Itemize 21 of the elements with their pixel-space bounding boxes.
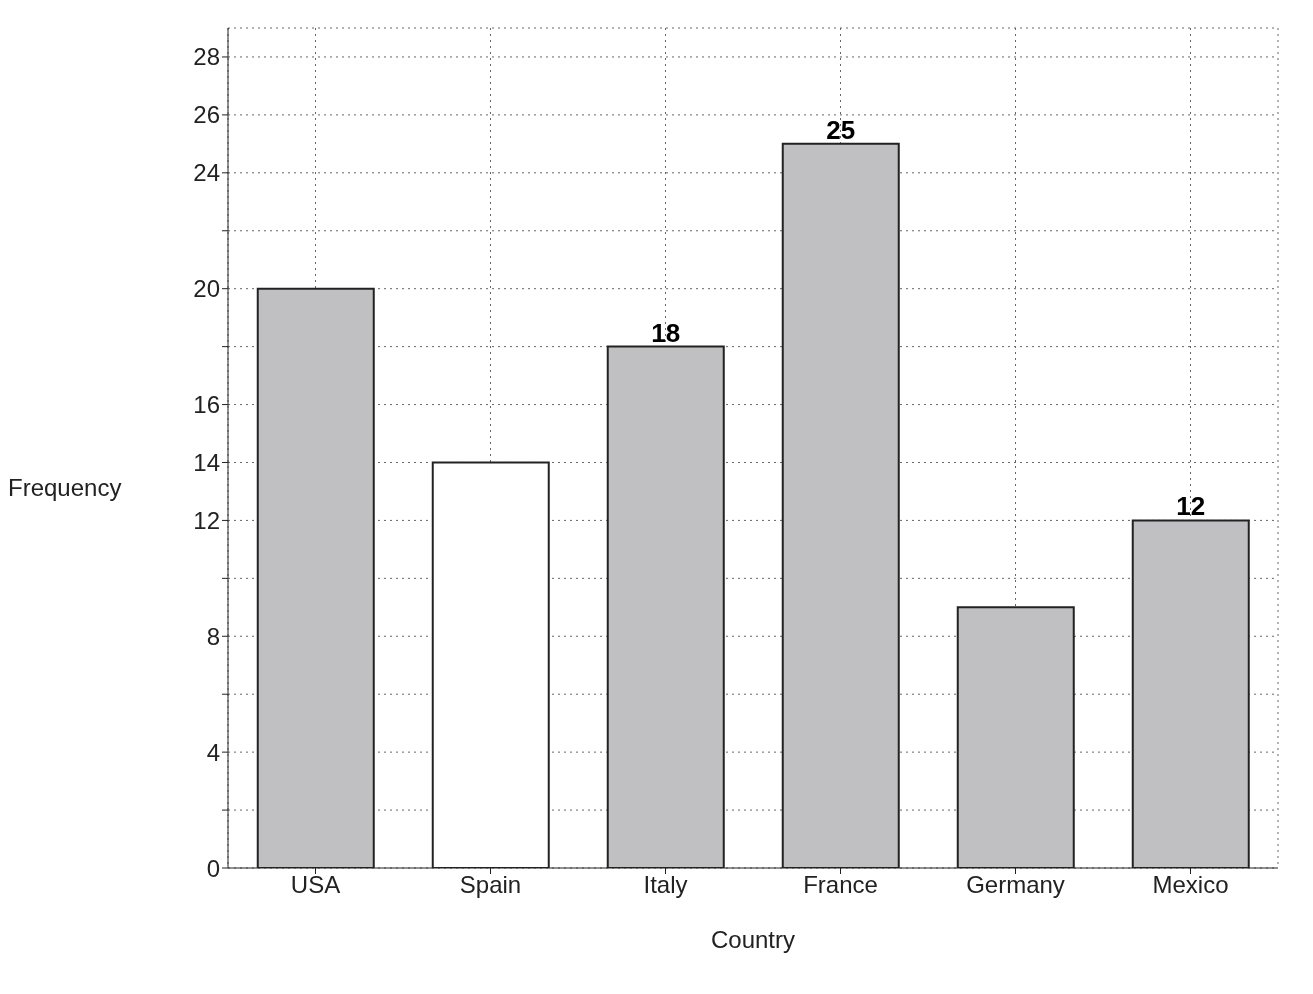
x-tick-label: Italy bbox=[643, 871, 688, 899]
data-label: 25 bbox=[826, 114, 856, 145]
y-tick-label: 24 bbox=[193, 159, 220, 187]
x-tick-label: Mexico bbox=[1152, 871, 1229, 899]
x-tick-label: France bbox=[803, 871, 878, 899]
x-tick-label: Germany bbox=[966, 871, 1065, 899]
y-tick-label: 0 bbox=[206, 854, 220, 882]
y-tick-label: 28 bbox=[193, 43, 220, 71]
y-tick-label: 4 bbox=[206, 738, 220, 766]
y-tick-label: 12 bbox=[193, 506, 220, 534]
x-tick-label: Spain bbox=[459, 871, 522, 899]
data-label: 18 bbox=[651, 317, 681, 348]
x-tick-label: USA bbox=[290, 871, 341, 899]
x-axis-title: Country bbox=[710, 926, 796, 953]
y-axis-title: Frequency bbox=[8, 474, 123, 502]
y-tick-label: 26 bbox=[193, 101, 220, 129]
y-tick-label: 8 bbox=[206, 622, 220, 650]
y-tick-label: 20 bbox=[193, 275, 220, 303]
data-label: 12 bbox=[1176, 491, 1206, 522]
y-tick-label: 16 bbox=[193, 391, 220, 419]
y-tick-label: 14 bbox=[193, 449, 220, 476]
